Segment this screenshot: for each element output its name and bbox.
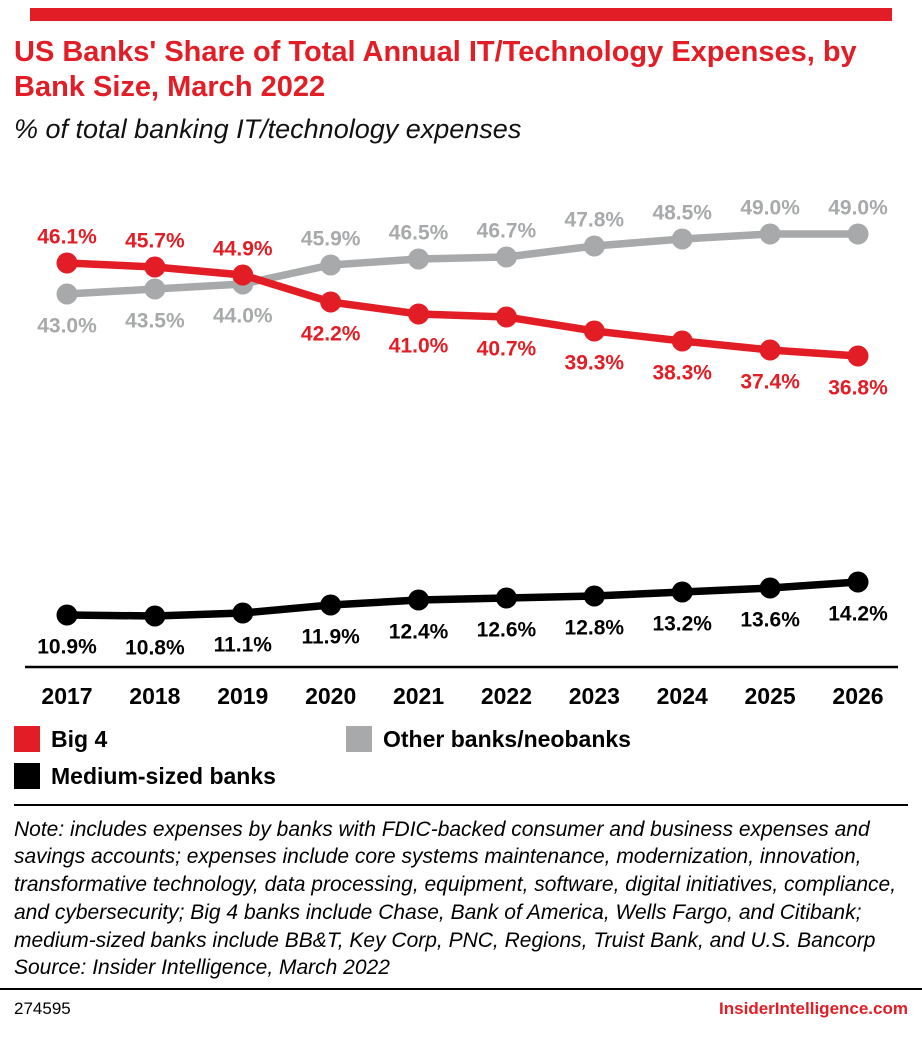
value-label: 14.2% (828, 602, 888, 625)
line-chart: 2017 2018 2019 2020 2021 2022 2023 2024 2025 2026… (25, 196, 898, 709)
value-label: 42.2% (301, 322, 361, 345)
data-point (495, 306, 517, 328)
legend-label: Other banks/neobanks (383, 725, 631, 752)
data-point (408, 589, 430, 611)
data-point (759, 223, 781, 245)
value-label: 46.5% (389, 221, 449, 244)
value-label: 40.7% (477, 337, 537, 360)
data-point (56, 283, 78, 305)
data-point (847, 345, 869, 367)
value-label: 44.0% (213, 304, 273, 327)
value-label: 46.1% (37, 225, 97, 248)
legend-swatch (346, 726, 372, 753)
data-point (583, 235, 605, 257)
data-point (56, 252, 78, 274)
data-point (671, 581, 693, 603)
legend-swatch (14, 763, 40, 790)
series-line (63, 578, 862, 620)
data-point (759, 577, 781, 599)
data-point (847, 571, 869, 593)
value-label: 36.8% (828, 376, 888, 399)
data-point (759, 339, 781, 361)
value-label: 49.0% (740, 196, 800, 219)
data-point (56, 604, 78, 626)
data-point (495, 587, 517, 609)
data-point (144, 605, 166, 627)
brand-top-bar (30, 8, 892, 21)
x-axis-label: 2018 (129, 683, 180, 709)
x-axis-label: 2024 (657, 683, 708, 709)
data-point (144, 278, 166, 300)
value-label: 10.8% (125, 636, 185, 659)
value-label: 12.6% (477, 618, 537, 641)
x-axis-label: 2021 (393, 683, 444, 709)
value-label: 39.3% (565, 351, 625, 374)
data-point (320, 254, 342, 276)
chart-container: US Banks' Share of Total Annual IT/Techn… (0, 35, 922, 145)
value-label: 44.9% (213, 237, 273, 260)
x-axis-label: 2026 (832, 683, 883, 709)
data-point (408, 303, 430, 325)
legend-item: Medium-sized banks (14, 763, 346, 790)
value-label: 48.5% (652, 201, 712, 224)
value-label: 45.7% (125, 229, 185, 252)
value-label: 46.7% (477, 219, 537, 242)
value-label: 43.5% (125, 309, 185, 332)
data-point (408, 248, 430, 270)
value-label: 41.0% (389, 334, 449, 357)
footer: 274595 InsiderIntelligence.com (0, 988, 922, 1019)
series-line (63, 259, 862, 360)
chart-id: 274595 (14, 999, 71, 1019)
chart-title: US Banks' Share of Total Annual IT/Techn… (14, 36, 857, 104)
value-label: 12.4% (389, 620, 449, 643)
x-axis-label: 2022 (481, 683, 532, 709)
x-axis-label: 2025 (745, 683, 796, 709)
value-label: 13.6% (740, 608, 800, 631)
data-point (847, 223, 869, 245)
series-line (63, 230, 862, 298)
value-label: 11.1% (214, 633, 273, 656)
value-label: 49.0% (828, 196, 888, 219)
value-label: 38.3% (652, 361, 712, 384)
value-label: 11.9% (301, 625, 360, 648)
legend-item: Big 4 (14, 726, 346, 753)
data-point (232, 264, 254, 286)
data-point (495, 246, 517, 268)
data-point (583, 320, 605, 342)
data-point (671, 330, 693, 352)
note-block: Note: includes expenses by banks with FD… (14, 803, 908, 982)
data-point (232, 602, 254, 624)
value-label: 10.9% (37, 635, 97, 658)
legend-swatch (14, 726, 40, 753)
data-point (320, 291, 342, 313)
chart-subtitle: % of total banking IT/technology expense… (14, 113, 522, 144)
value-label: 47.8% (565, 208, 625, 231)
value-label: 45.9% (301, 227, 361, 250)
chart-source: Source: Insider Intelligence, March 2022 (14, 956, 390, 980)
x-axis-label: 2019 (217, 683, 268, 709)
chart-legend: Big 4 Other banks/neobanks Medium-sized ba… (14, 726, 908, 790)
chart-note: Note: includes expenses by banks with FD… (14, 817, 897, 952)
data-point (320, 594, 342, 616)
value-label: 13.2% (652, 612, 712, 635)
site-link[interactable]: InsiderIntelligence.com (719, 999, 908, 1019)
legend-item: Other banks/neobanks (346, 726, 908, 753)
value-label: 43.0% (37, 314, 97, 337)
data-point (144, 256, 166, 278)
legend-label: Medium-sized banks (51, 762, 276, 789)
legend-label: Big 4 (51, 725, 108, 752)
x-axis-label: 2017 (41, 683, 92, 709)
x-axis-label: 2020 (305, 683, 356, 709)
value-label: 12.8% (565, 616, 625, 639)
data-point (583, 585, 605, 607)
x-axis-label: 2023 (569, 683, 620, 709)
value-label: 37.4% (740, 370, 800, 393)
data-point (671, 228, 693, 250)
